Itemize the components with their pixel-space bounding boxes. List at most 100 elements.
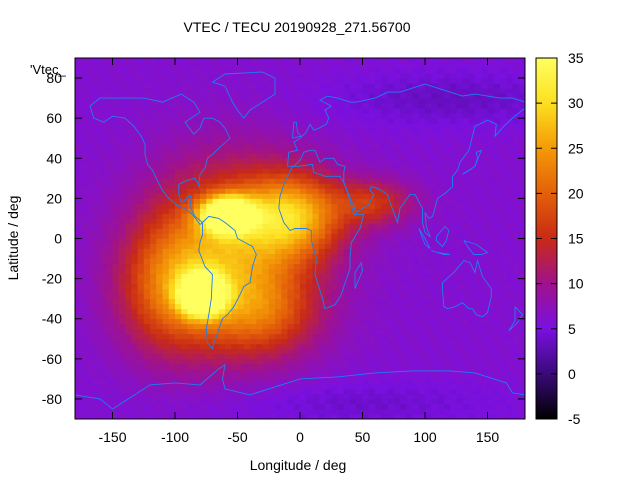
heatmap-cell	[118, 393, 126, 400]
heatmap-cell	[225, 263, 232, 269]
heatmap-cell	[468, 138, 476, 144]
heatmap-cell	[137, 78, 145, 84]
heatmap-cell	[518, 278, 526, 285]
heatmap-cell	[187, 113, 195, 119]
heatmap-cell	[425, 193, 432, 199]
heatmap-cell	[112, 198, 120, 204]
heatmap-cell	[443, 328, 451, 335]
heatmap-cell	[168, 373, 176, 380]
heatmap-cell	[456, 383, 463, 390]
heatmap-cell	[87, 263, 95, 269]
heatmap-cell	[100, 243, 107, 249]
heatmap-cell	[325, 243, 332, 249]
heatmap-cell	[287, 413, 295, 420]
heatmap-cell	[450, 408, 457, 415]
heatmap-cell	[506, 123, 513, 129]
heatmap-cell	[493, 88, 501, 94]
heatmap-cell	[218, 408, 226, 415]
heatmap-cell	[237, 158, 245, 164]
heatmap-cell	[356, 333, 363, 340]
heatmap-cell	[93, 243, 101, 249]
heatmap-cell	[206, 198, 213, 204]
heatmap-cell	[312, 228, 320, 234]
heatmap-cell	[325, 343, 332, 350]
heatmap-cell	[443, 323, 451, 330]
heatmap-cell	[100, 123, 107, 129]
heatmap-cell	[456, 88, 463, 94]
heatmap-cell	[431, 108, 438, 114]
heatmap-cell	[393, 253, 401, 259]
heatmap-cell	[175, 398, 182, 405]
heatmap-cell	[193, 123, 201, 129]
heatmap-cell	[150, 143, 157, 149]
heatmap-cell	[243, 198, 251, 204]
heatmap-cell	[418, 138, 426, 144]
heatmap-cell	[362, 173, 370, 179]
heatmap-cell	[287, 193, 295, 199]
heatmap-cell	[225, 83, 232, 89]
heatmap-cell	[181, 78, 188, 84]
heatmap-cell	[81, 353, 88, 360]
heatmap-cell	[281, 168, 288, 174]
heatmap-cell	[106, 143, 113, 149]
heatmap-cell	[381, 213, 388, 219]
heatmap-cell	[368, 278, 376, 285]
heatmap-cell	[243, 243, 251, 249]
heatmap-cell	[443, 248, 451, 254]
heatmap-cell	[293, 278, 301, 285]
heatmap-cell	[212, 313, 220, 320]
heatmap-cell	[181, 113, 188, 119]
heatmap-cell	[175, 388, 182, 395]
heatmap-cell	[125, 188, 132, 194]
heatmap-cell	[493, 83, 501, 89]
heatmap-cell	[81, 403, 88, 410]
heatmap-cell	[468, 393, 476, 400]
heatmap-cell	[406, 183, 413, 189]
heatmap-cell	[81, 348, 88, 355]
heatmap-cell	[412, 93, 420, 99]
heatmap-cell	[431, 153, 438, 159]
heatmap-cell	[518, 378, 526, 385]
heatmap-cell	[387, 108, 395, 114]
heatmap-cell	[350, 273, 357, 280]
heatmap-cell	[93, 323, 101, 330]
heatmap-cell	[281, 298, 288, 305]
heatmap-cell	[343, 308, 351, 315]
heatmap-cell	[243, 293, 251, 300]
heatmap-cell	[168, 338, 176, 345]
heatmap-cell	[300, 118, 307, 124]
heatmap-cell	[243, 188, 251, 194]
heatmap-cell	[518, 273, 526, 280]
heatmap-cell	[106, 263, 113, 269]
heatmap-cell	[500, 323, 507, 330]
heatmap-cell	[418, 88, 426, 94]
heatmap-cell	[412, 143, 420, 149]
heatmap-cell	[456, 238, 463, 244]
heatmap-cell	[362, 348, 370, 355]
heatmap-cell	[412, 233, 420, 239]
heatmap-cell	[381, 118, 388, 124]
heatmap-cell	[312, 368, 320, 375]
heatmap-cell	[368, 253, 376, 259]
heatmap-cell	[312, 98, 320, 104]
heatmap-cell	[512, 203, 520, 209]
heatmap-cell	[368, 158, 376, 164]
heatmap-cell	[325, 333, 332, 340]
heatmap-cell	[100, 138, 107, 144]
heatmap-cell	[75, 353, 82, 360]
heatmap-cell	[400, 128, 407, 134]
heatmap-cell	[425, 268, 432, 274]
heatmap-cell	[456, 288, 463, 295]
heatmap-cell	[181, 343, 188, 350]
heatmap-cell	[137, 318, 145, 325]
heatmap-cell	[118, 228, 126, 234]
heatmap-cell	[131, 348, 138, 355]
heatmap-cell	[131, 253, 138, 259]
heatmap-cell	[231, 343, 238, 350]
heatmap-cell	[425, 208, 432, 214]
heatmap-cell	[406, 83, 413, 89]
heatmap-cell	[106, 388, 113, 395]
heatmap-cell	[287, 158, 295, 164]
heatmap-cell	[118, 358, 126, 365]
heatmap-cell	[293, 158, 301, 164]
